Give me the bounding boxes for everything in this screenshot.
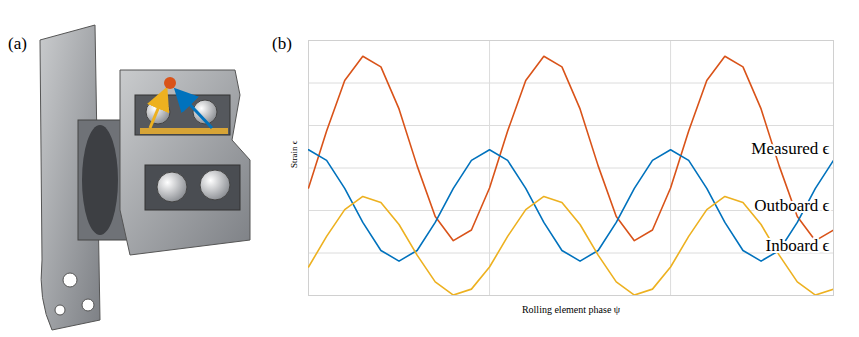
svg-text:Inboard ϵ: Inboard ϵ	[766, 236, 830, 255]
html-text:(b): (b)	[272, 34, 292, 53]
svg-text:Measured ϵ: Measured ϵ	[751, 139, 829, 158]
svg-text:Outboard ϵ: Outboard ϵ	[754, 196, 829, 215]
html-text:(a): (a)	[8, 34, 27, 53]
svg-text:Rolling element phase ψ: Rolling element phase ψ	[522, 304, 621, 315]
svg-text:Strain ϵ: Strain ϵ	[289, 140, 299, 168]
